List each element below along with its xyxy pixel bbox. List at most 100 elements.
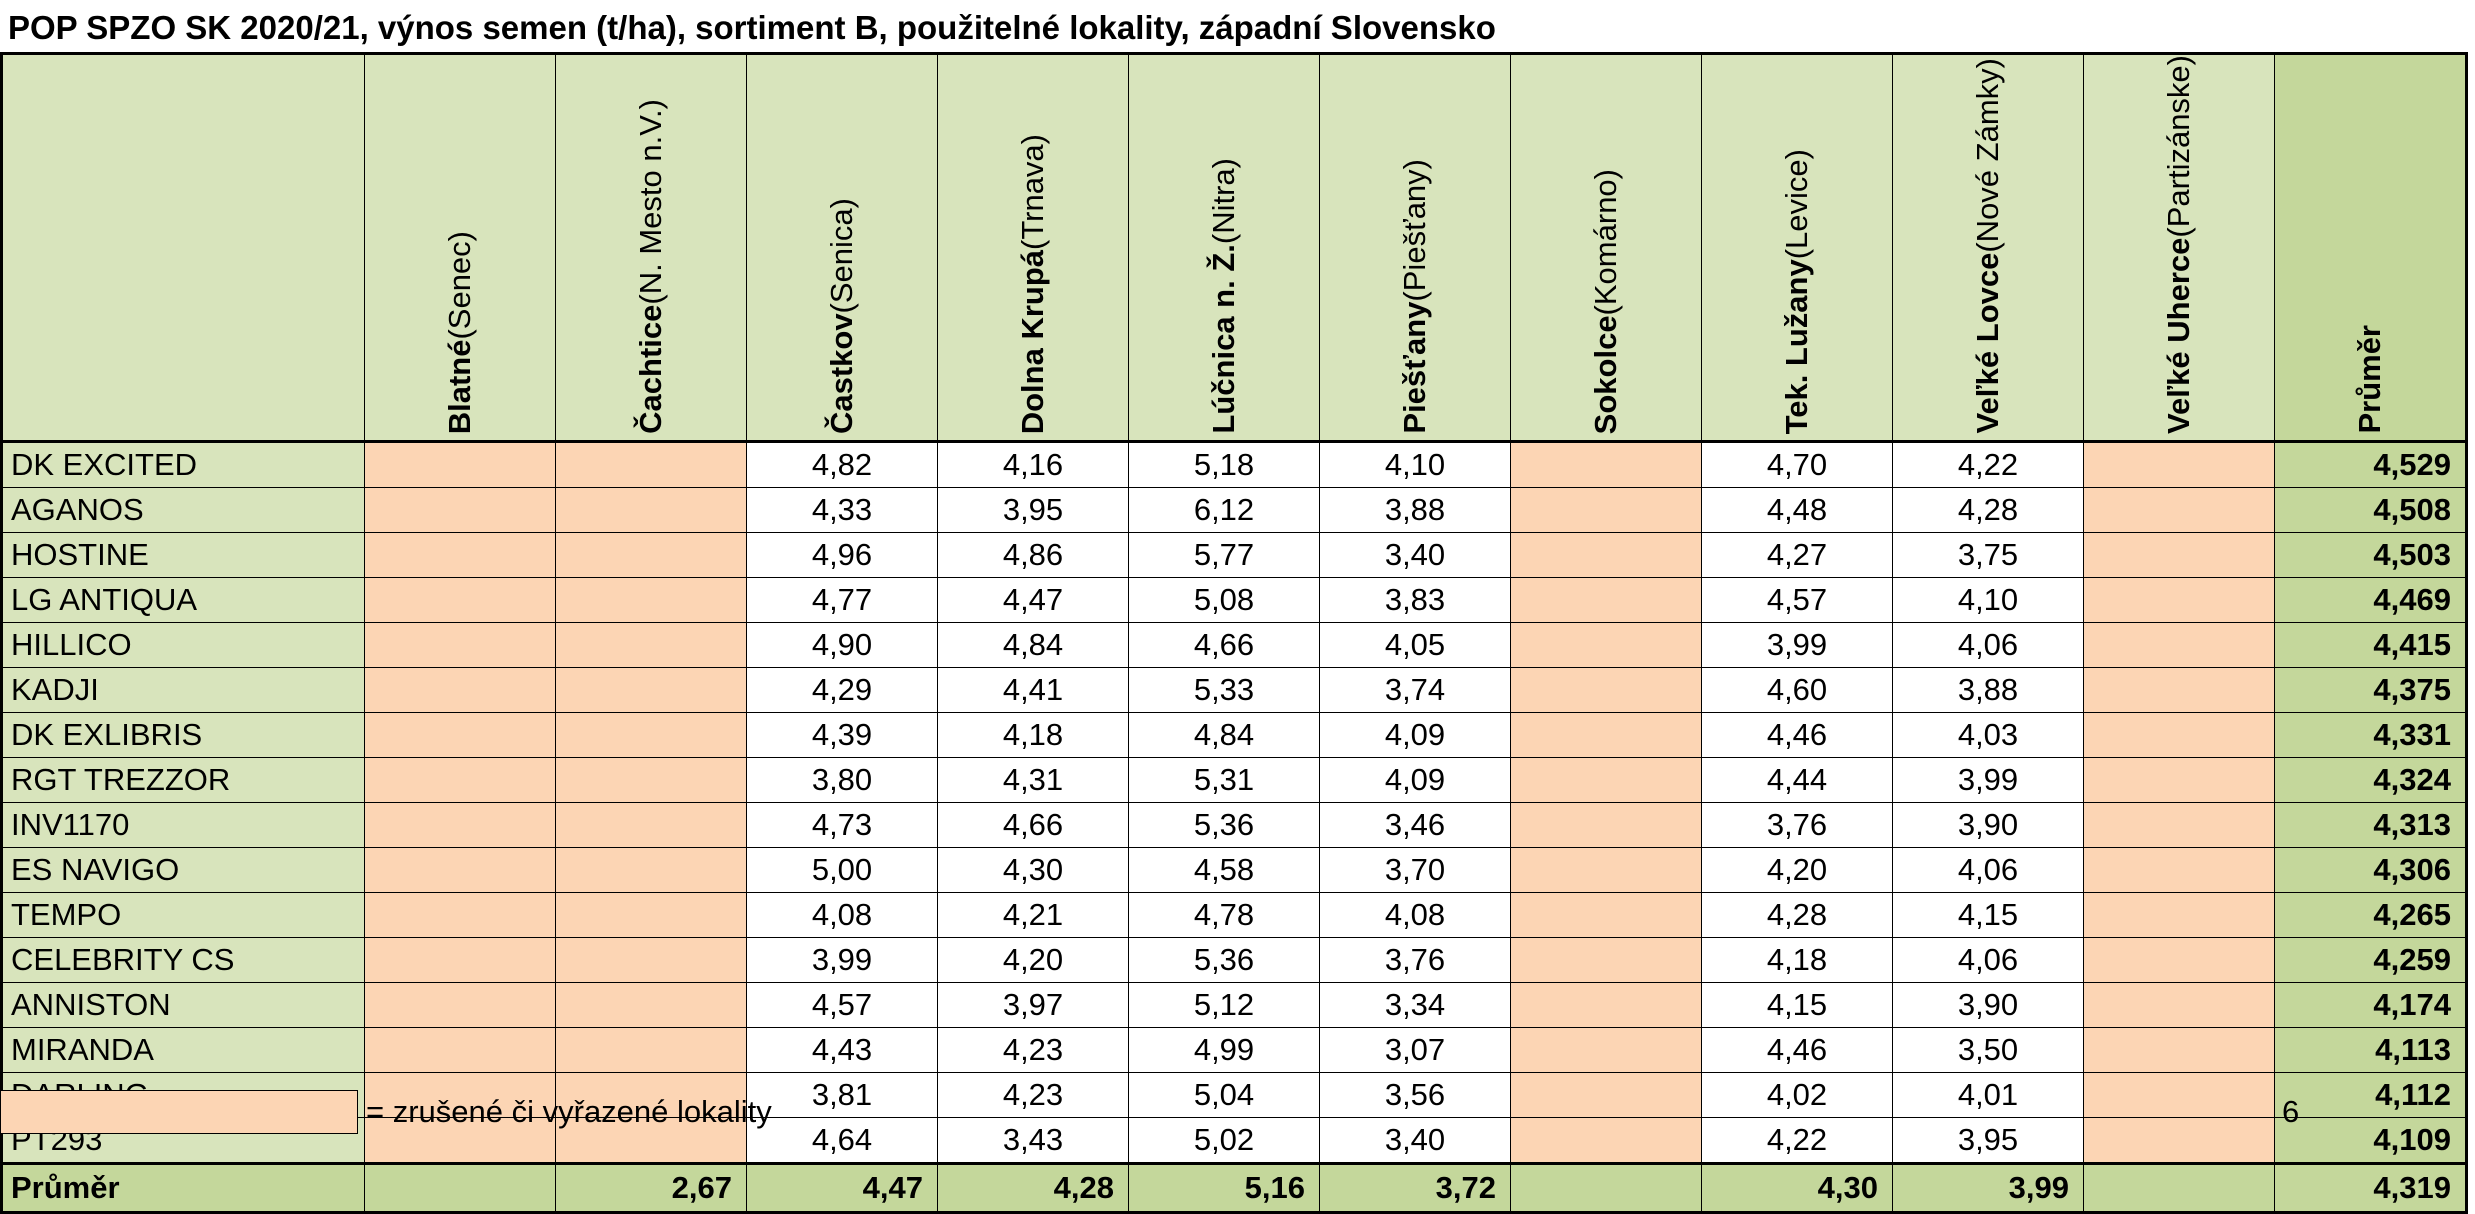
cancelled-cell [555, 936, 747, 983]
yield-cell: 5,33 [1128, 666, 1320, 713]
locality-name: Častkov [824, 313, 859, 434]
variety-name: AGANOS [0, 486, 365, 533]
yield-cell: 4,64 [746, 1116, 938, 1164]
yield-cell: 3,99 [746, 936, 938, 983]
column-average: 3,99 [1892, 1161, 2084, 1214]
yield-cell: 5,04 [1128, 1071, 1320, 1118]
cancelled-cell [555, 531, 747, 578]
cancelled-cell [2083, 621, 2275, 668]
yield-cell: 4,06 [1892, 846, 2084, 893]
cancelled-cell [2083, 1116, 2275, 1164]
header-row: Blatné(Senec) Čachtice(N. Mesto n.V.) Čast… [0, 52, 2468, 443]
yield-cell: 4,84 [1128, 711, 1320, 758]
total-row: Průměr 2,67 4,47 4,28 5,16 3,72 4,30 3,99 4,319 [0, 1161, 2468, 1214]
page-number: 6 [2282, 1094, 2300, 1129]
yield-cell: 3,56 [1319, 1071, 1511, 1118]
yield-cell: 3,81 [746, 1071, 938, 1118]
yield-cell: 4,66 [1128, 621, 1320, 668]
yield-cell: 3,43 [937, 1116, 1129, 1164]
yield-cell: 4,18 [937, 711, 1129, 758]
cancelled-cell [364, 666, 556, 713]
column-header: Veľké Lovce(Nové Zámky) [1892, 52, 2084, 443]
table-row: HILLICO 4,90 4,84 4,66 4,05 3,99 4,06 4,415 [0, 621, 2468, 668]
cancelled-cell [2083, 531, 2275, 578]
column-header: Čachtice(N. Mesto n.V.) [555, 52, 747, 443]
table-row: MIRANDA 4,43 4,23 4,99 3,07 4,46 3,50 4,113 [0, 1026, 2468, 1073]
row-average: 4,259 [2274, 936, 2468, 983]
column-header: Piešťany(Piešťany) [1319, 52, 1511, 443]
cancelled-cell [555, 711, 747, 758]
yield-cell: 4,96 [746, 531, 938, 578]
cancelled-cell [2083, 440, 2275, 488]
column-header-label: Častkov(Senica) [824, 198, 860, 434]
yield-cell: 5,02 [1128, 1116, 1320, 1164]
yield-cell: 4,86 [937, 531, 1129, 578]
yield-cell: 3,88 [1319, 486, 1511, 533]
locality-district: (Levice) [1779, 148, 1814, 259]
cancelled-cell [2083, 756, 2275, 803]
table-row: ES NAVIGO 5,00 4,30 4,58 3,70 4,20 4,06 4,306 [0, 846, 2468, 893]
yield-cell: 3,80 [746, 756, 938, 803]
yield-cell: 5,08 [1128, 576, 1320, 623]
yield-cell: 3,07 [1319, 1026, 1511, 1073]
column-header: Blatné(Senec) [364, 52, 556, 443]
yield-cell: 3,83 [1319, 576, 1511, 623]
cancelled-cell [1510, 576, 1702, 623]
yield-cell: 4,20 [937, 936, 1129, 983]
row-average: 4,113 [2274, 1026, 2468, 1073]
locality-district: (Senec) [442, 230, 477, 340]
locality-name: Veľké Lovce [1970, 253, 2005, 434]
column-average [364, 1161, 556, 1214]
yield-cell: 3,34 [1319, 981, 1511, 1028]
cancelled-cell [364, 801, 556, 848]
column-average: 4,28 [937, 1161, 1129, 1214]
total-label: Průměr [0, 1161, 365, 1214]
cancelled-cell [1510, 1026, 1702, 1073]
yield-cell: 4,43 [746, 1026, 938, 1073]
cancelled-cell [1510, 531, 1702, 578]
yield-cell: 4,28 [1892, 486, 2084, 533]
cancelled-cell [2083, 846, 2275, 893]
cancelled-cell [555, 440, 747, 488]
cancelled-cell [2083, 1071, 2275, 1118]
yield-cell: 4,28 [1701, 891, 1893, 938]
yield-cell: 4,82 [746, 440, 938, 488]
yield-cell: 4,23 [937, 1026, 1129, 1073]
column-header-label: Tek. Lužany(Levice) [1779, 149, 1815, 434]
column-average: 4,30 [1701, 1161, 1893, 1214]
column-header-label: Veľké Lovce(Nové Zámky) [1970, 58, 2006, 433]
yield-cell: 5,18 [1128, 440, 1320, 488]
cancelled-cell [1510, 666, 1702, 713]
column-header-label: Sokolce(Komárno) [1588, 169, 1624, 434]
row-average: 4,469 [2274, 576, 2468, 623]
yield-cell: 4,22 [1892, 440, 2084, 488]
yield-cell: 3,75 [1892, 531, 2084, 578]
overall-average: 4,319 [2274, 1161, 2468, 1214]
cancelled-cell [364, 711, 556, 758]
variety-name: TEMPO [0, 891, 365, 938]
cancelled-cell [2083, 486, 2275, 533]
cancelled-cell [2083, 891, 2275, 938]
locality-name: Sokolce [1588, 315, 1623, 434]
yield-cell: 4,27 [1701, 531, 1893, 578]
yield-cell: 3,76 [1701, 801, 1893, 848]
yield-cell: 4,15 [1892, 891, 2084, 938]
yield-cell: 4,15 [1701, 981, 1893, 1028]
variety-name: INV1170 [0, 801, 365, 848]
row-average: 4,174 [2274, 981, 2468, 1028]
yield-cell: 5,77 [1128, 531, 1320, 578]
yield-cell: 3,90 [1892, 801, 2084, 848]
cancelled-cell [555, 621, 747, 668]
yield-cell: 3,40 [1319, 1116, 1511, 1164]
yield-cell: 3,97 [937, 981, 1129, 1028]
yield-cell: 3,50 [1892, 1026, 2084, 1073]
row-average: 4,112 [2274, 1071, 2468, 1118]
column-header-label: Piešťany(Piešťany) [1397, 159, 1433, 434]
cancelled-cell [555, 801, 747, 848]
yield-cell: 3,99 [1701, 621, 1893, 668]
table-row: AGANOS 4,33 3,95 6,12 3,88 4,48 4,28 4,508 [0, 486, 2468, 533]
yield-cell: 5,12 [1128, 981, 1320, 1028]
yield-cell: 4,23 [937, 1071, 1129, 1118]
yield-cell: 6,12 [1128, 486, 1320, 533]
cancelled-cell [364, 531, 556, 578]
